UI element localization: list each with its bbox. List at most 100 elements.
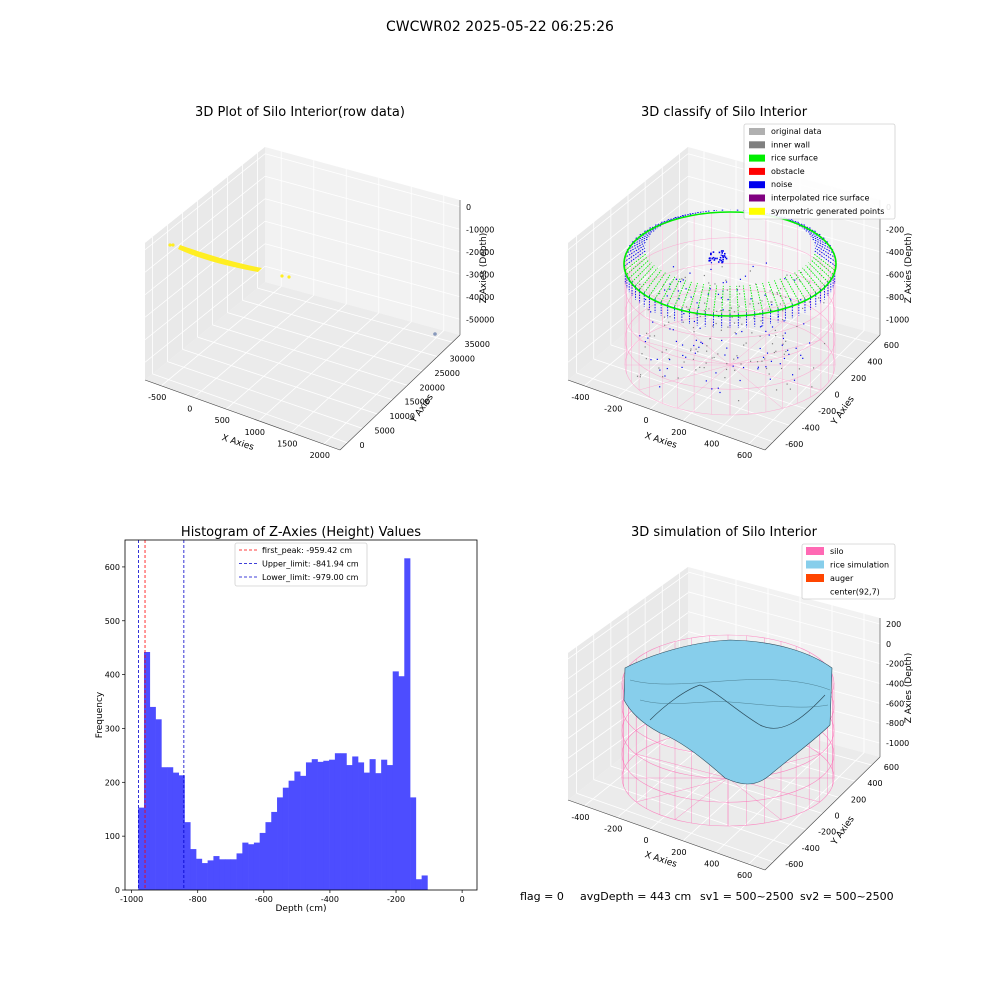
cloud-point <box>736 355 738 357</box>
histogram-bar <box>155 719 162 890</box>
cloud-point <box>704 302 706 304</box>
cloud-point <box>723 255 726 257</box>
cloud-point <box>711 388 713 390</box>
histogram-bar <box>404 558 411 890</box>
cloud-point <box>764 294 766 296</box>
cloud-point-row <box>626 238 648 251</box>
cloud-point <box>720 309 722 312</box>
cloud-point <box>741 323 743 325</box>
rice-surface-ridge <box>649 684 826 729</box>
raw-point <box>171 243 175 247</box>
cloud-point-row <box>794 272 811 297</box>
cloud-point <box>701 342 704 345</box>
cloud-point <box>738 293 741 295</box>
cloud-point <box>736 289 738 291</box>
z-tick-label: -400 <box>886 680 904 689</box>
cloud-point <box>808 301 811 303</box>
cloud-point <box>761 325 763 327</box>
silo-floor-wire <box>636 777 729 803</box>
raw-pane-left <box>145 147 265 380</box>
grid-line <box>258 312 380 422</box>
simulation-z-axis-label: Z Axies (Depth) <box>904 653 914 724</box>
cloud-point <box>697 351 699 353</box>
histogram-bar <box>358 762 365 890</box>
y-tick-label: 600 <box>105 563 120 572</box>
x-tick-label: 2000 <box>310 451 330 460</box>
histogram-bar <box>207 860 214 890</box>
cloud-point <box>737 400 740 402</box>
classify-silo-wireframe <box>624 211 836 416</box>
legend-swatch <box>749 128 765 135</box>
cloud-point <box>712 251 715 253</box>
cloud-point <box>771 301 773 303</box>
cloud-point <box>735 333 737 335</box>
y-tick-label: 30000 <box>450 355 475 364</box>
classify-legend-items: original data inner wall rice surface obsta… <box>749 127 884 216</box>
silo-floor-wire <box>729 364 783 409</box>
histogram-bar <box>392 671 399 890</box>
y-tick-label: 0 <box>835 391 840 400</box>
cloud-point <box>709 253 712 256</box>
cloud-point <box>703 367 705 369</box>
cloud-point-row <box>649 272 666 297</box>
classify-panel-title: 3D classify of Silo Interior <box>641 105 808 120</box>
grid-line <box>212 324 408 386</box>
simulation-rice-surface <box>623 639 833 785</box>
cloud-point-row <box>808 262 829 283</box>
grid-line <box>264 220 461 275</box>
cloud-point <box>771 343 774 345</box>
y-tick-label: 0 <box>115 886 120 895</box>
cloud-point <box>681 366 683 369</box>
cloud-point-row <box>639 267 658 290</box>
legend-swatch <box>749 207 765 215</box>
cloud-point <box>811 386 813 388</box>
z-tick-label: -1000 <box>886 739 909 748</box>
grid-line <box>610 765 807 831</box>
legend-label: rice simulation <box>830 561 889 570</box>
z-tick-label: -50000 <box>466 315 494 324</box>
classify-x-ticks: -400 -200 0 200 400 600 <box>571 393 752 460</box>
cloud-point-row <box>812 256 834 275</box>
cloud-point <box>774 329 776 332</box>
cloud-point-row <box>742 285 748 314</box>
cloud-point <box>789 388 791 390</box>
legend-swatch <box>749 181 765 189</box>
cloud-point <box>818 297 820 299</box>
legend-label: first_peak: -959.42 cm <box>262 546 352 555</box>
legend-label: rice surface <box>771 154 818 163</box>
silo-floor-wire <box>636 753 729 779</box>
cloud-point <box>664 375 666 377</box>
grid-line <box>264 265 461 320</box>
raw-z-ticks: 0 -10000 -20000 -30000 -40000 -50000 <box>466 203 494 325</box>
cloud-point <box>663 316 666 318</box>
histogram-bar <box>421 875 428 890</box>
cloud-point <box>710 268 712 271</box>
cloud-point <box>639 374 642 376</box>
cloud-point <box>666 295 668 297</box>
legend-label: original data <box>771 127 822 136</box>
x-tick-label: 0 <box>187 405 192 414</box>
grid-line <box>323 330 445 445</box>
cloud-point <box>662 284 665 286</box>
histogram-bar <box>149 706 156 890</box>
cloud-point <box>721 339 723 342</box>
cloud-point <box>717 387 719 389</box>
histogram-bar <box>294 771 301 890</box>
cloud-point-row <box>712 285 718 314</box>
cloud-point <box>693 331 695 333</box>
cloud-point <box>706 350 708 352</box>
grid-line <box>152 373 348 444</box>
histogram-y-axis-label: Frequency <box>95 691 105 738</box>
legend-swatch <box>806 560 824 569</box>
cloud-point <box>699 315 701 318</box>
cloud-point <box>708 282 710 284</box>
cloud-point <box>699 327 701 329</box>
silo-floor-wire <box>639 364 731 391</box>
cloud-point <box>724 354 726 356</box>
cloud-point <box>682 279 684 281</box>
cloud-point <box>812 367 815 369</box>
classify-y-axis-line <box>764 334 881 451</box>
cloud-point <box>732 365 734 367</box>
y-tick-label: 0 <box>360 441 365 450</box>
